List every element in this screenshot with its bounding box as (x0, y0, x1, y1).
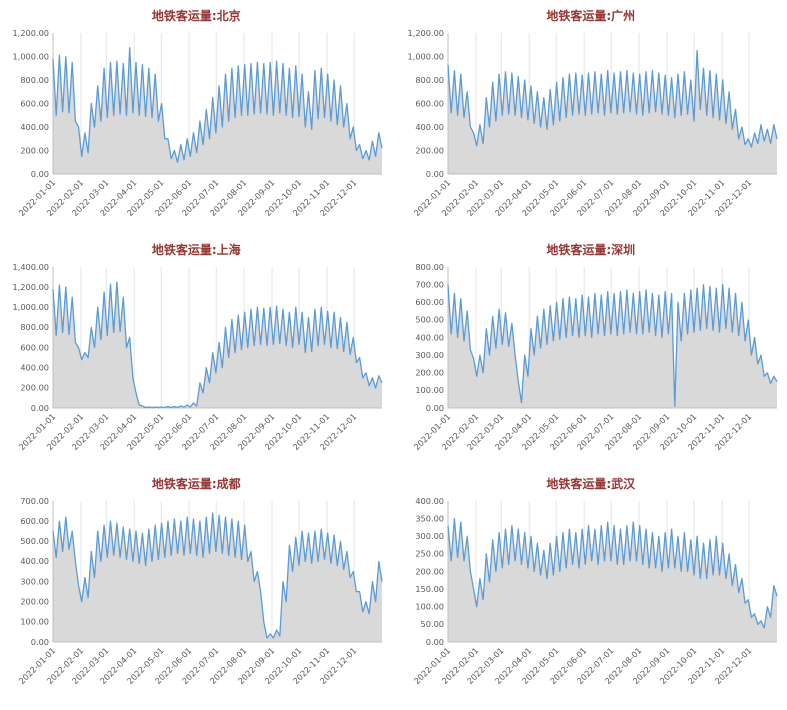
chart-plot: 2022-01-012022-02-012022-03-012022-04-01… (407, 28, 778, 218)
chart-card: 地铁客运量:武汉 2022-01-01 2022-02-01 2022-03-01 20… (397, 474, 786, 700)
y-tick-label: 400.00 (415, 332, 444, 342)
y-tick-label: 1,200.00 (13, 282, 49, 292)
chart-card: 地铁客运量:成都 2022-01-01 2022-02-01 2022-03-01 20… (2, 474, 391, 700)
y-tick-label: 800.00 (415, 262, 444, 272)
y-tick-label: 350.00 (415, 513, 444, 523)
y-tick-label: 500.00 (415, 315, 444, 325)
chart-title: 地铁客运量:深圳 (546, 243, 636, 257)
y-tick-label: 0.00 (31, 403, 49, 413)
y-tick-label: 800.00 (21, 75, 50, 85)
y-tick-label: 250.00 (415, 549, 444, 559)
chart-card: 地铁客运量:北京 2022-01-01 2022-02-01 2022-03-01 20… (2, 6, 391, 232)
y-tick-label: 400.00 (21, 122, 50, 132)
y-tick-label: 0.00 (426, 637, 444, 647)
y-tick-label: 300.00 (415, 350, 444, 360)
y-tick-label: 100.00 (415, 602, 444, 612)
series-line (52, 512, 383, 639)
y-tick-label: 0.00 (31, 637, 49, 647)
charts-grid: 地铁客运量:北京 2022-01-01 2022-02-01 2022-03-01 20… (2, 6, 785, 700)
y-tick-label: 200.00 (415, 145, 444, 155)
chart-plot: 2022-01-012022-02-012022-03-012022-04-01… (411, 496, 778, 686)
series-line (447, 49, 778, 148)
y-tick-label: 1,200.00 (13, 28, 49, 38)
y-tick-label: 500.00 (21, 536, 50, 546)
chart-title: 地铁客运量:成都 (151, 477, 241, 491)
y-tick-label: 300.00 (415, 531, 444, 541)
series-line (52, 47, 383, 163)
y-tick-label: 700.00 (415, 279, 444, 289)
y-tick-label: 600.00 (21, 516, 50, 526)
y-tick-label: 1,000.00 (13, 302, 49, 312)
y-tick-label: 800.00 (415, 75, 444, 85)
series-line (447, 283, 778, 407)
chart-title: 地铁客运量:武汉 (546, 477, 636, 491)
y-tick-label: 1,400.00 (13, 262, 49, 272)
y-tick-label: 200.00 (21, 145, 50, 155)
chart-card: 地铁客运量:上海 2022-01-01 2022-02-01 2022-03-01 20… (2, 240, 391, 466)
series-area (53, 282, 383, 408)
chart-title: 地铁客运量:上海 (151, 243, 241, 257)
y-tick-label: 1,000.00 (13, 51, 49, 61)
y-tick-label: 400.00 (415, 496, 444, 506)
y-tick-label: 600.00 (415, 98, 444, 108)
chart-plot: 2022-01-012022-02-012022-03-012022-04-01… (411, 262, 778, 452)
y-tick-label: 100.00 (415, 385, 444, 395)
y-tick-label: 1,000.00 (407, 51, 443, 61)
y-tick-label: 400.00 (415, 122, 444, 132)
y-tick-label: 200.00 (21, 597, 50, 607)
y-tick-label: 150.00 (415, 584, 444, 594)
series-line (52, 281, 383, 409)
chart-card: 地铁客运量:广州 2022-01-01 2022-02-01 2022-03-01 20… (397, 6, 786, 232)
y-tick-label: 400.00 (21, 556, 50, 566)
series-area (447, 284, 777, 408)
series-area (53, 513, 383, 642)
y-tick-label: 700.00 (21, 496, 50, 506)
y-tick-label: 600.00 (21, 342, 50, 352)
y-tick-label: 400.00 (21, 363, 50, 373)
chart-card: 地铁客运量:深圳 2022-01-01 2022-02-01 2022-03-01 20… (397, 240, 786, 466)
y-tick-label: 800.00 (21, 322, 50, 332)
y-tick-label: 300.00 (21, 576, 50, 586)
y-tick-label: 1,200.00 (407, 28, 443, 38)
y-tick-label: 50.00 (420, 619, 443, 629)
y-tick-label: 0.00 (426, 169, 444, 179)
series-line (447, 517, 778, 629)
y-tick-label: 100.00 (21, 617, 50, 627)
y-tick-label: 0.00 (426, 403, 444, 413)
chart-title: 地铁客运量:广州 (546, 9, 636, 23)
y-tick-label: 200.00 (21, 383, 50, 393)
series-area (447, 50, 777, 174)
y-tick-label: 600.00 (21, 98, 50, 108)
y-tick-label: 200.00 (415, 368, 444, 378)
chart-title: 地铁客运量:北京 (151, 9, 241, 23)
y-tick-label: 600.00 (415, 297, 444, 307)
chart-plot: 2022-01-012022-02-012022-03-012022-04-01… (13, 28, 383, 218)
y-tick-label: 0.00 (31, 169, 49, 179)
y-tick-label: 200.00 (415, 566, 444, 576)
chart-plot: 2022-01-012022-02-012022-03-012022-04-01… (13, 262, 383, 452)
chart-plot: 2022-01-012022-02-012022-03-012022-04-01… (17, 496, 383, 686)
